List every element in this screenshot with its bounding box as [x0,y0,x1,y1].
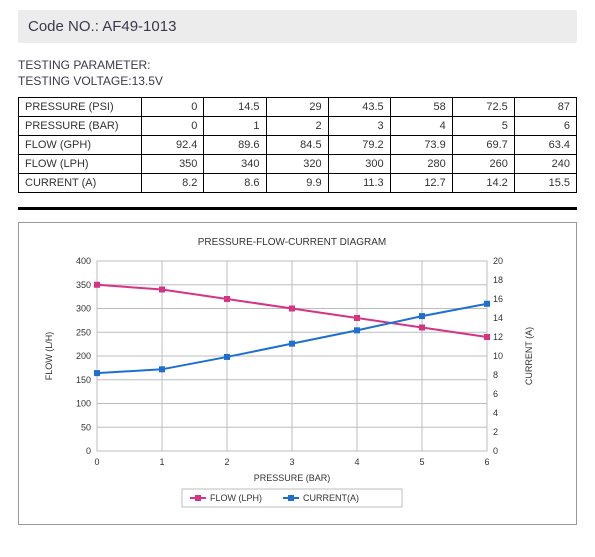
row-label: PRESSURE (BAR) [19,117,142,136]
svg-text:FLOW (LPH): FLOW (LPH) [210,493,262,503]
svg-text:250: 250 [76,328,91,338]
table-cell: 8.2 [142,174,204,193]
params-line-2: TESTING VOLTAGE:13.5V [18,73,577,89]
table-cell: 79.2 [328,136,390,155]
table-cell: 72.5 [452,98,514,117]
table-cell: 4 [390,117,452,136]
data-table: PRESSURE (PSI)014.52943.55872.587PRESSUR… [18,97,577,193]
table-cell: 280 [390,155,452,174]
svg-text:20: 20 [493,256,503,266]
table-cell: 12.7 [390,174,452,193]
table-cell: 350 [142,155,204,174]
table-cell: 0 [142,98,204,117]
table-cell: 8.6 [204,174,266,193]
table-cell: 0 [142,117,204,136]
row-label: PRESSURE (PSI) [19,98,142,117]
table-cell: 29 [266,98,328,117]
table-cell: 92.4 [142,136,204,155]
row-label: FLOW (LPH) [19,155,142,174]
svg-text:18: 18 [493,275,503,285]
svg-text:8: 8 [493,370,498,380]
table-cell: 6 [514,117,576,136]
table-cell: 87 [514,98,576,117]
table-cell: 5 [452,117,514,136]
svg-text:100: 100 [76,399,91,409]
table-cell: 260 [452,155,514,174]
svg-text:200: 200 [76,351,91,361]
table-cell: 58 [390,98,452,117]
table-cell: 3 [328,117,390,136]
svg-text:6: 6 [493,389,498,399]
table-cell: 73.9 [390,136,452,155]
svg-text:14: 14 [493,313,503,323]
svg-text:12: 12 [493,332,503,342]
table-cell: 84.5 [266,136,328,155]
pressure-flow-current-chart: PRESSURE-FLOW-CURRENT DIAGRAM05010015020… [27,231,547,511]
table-row: PRESSURE (PSI)014.52943.55872.587 [19,98,577,117]
table-cell: 340 [204,155,266,174]
table-cell: 300 [328,155,390,174]
svg-text:16: 16 [493,294,503,304]
table-cell: 14.2 [452,174,514,193]
svg-text:2: 2 [224,457,229,467]
svg-text:0: 0 [493,446,498,456]
svg-text:400: 400 [76,256,91,266]
table-cell: 240 [514,155,576,174]
svg-text:0: 0 [86,446,91,456]
svg-text:5: 5 [419,457,424,467]
svg-text:2: 2 [493,427,498,437]
table-cell: 15.5 [514,174,576,193]
chart-holder: PRESSURE-FLOW-CURRENT DIAGRAM05010015020… [27,231,568,516]
table-row: PRESSURE (BAR)0123456 [19,117,577,136]
svg-text:4: 4 [493,408,498,418]
chart-frame: PRESSURE-FLOW-CURRENT DIAGRAM05010015020… [18,222,577,525]
row-label: CURRENT (A) [19,174,142,193]
table-row: CURRENT (A)8.28.69.911.312.714.215.5 [19,174,577,193]
code-header: Code NO.: AF49-1013 [18,10,577,43]
table-cell: 11.3 [328,174,390,193]
svg-text:150: 150 [76,375,91,385]
svg-text:0: 0 [94,457,99,467]
svg-text:1: 1 [159,457,164,467]
table-cell: 89.6 [204,136,266,155]
table-row: FLOW (LPH)350340320300280260240 [19,155,577,174]
svg-text:3: 3 [289,457,294,467]
svg-text:PRESSURE (BAR): PRESSURE (BAR) [254,473,331,483]
svg-text:350: 350 [76,280,91,290]
svg-text:6: 6 [484,457,489,467]
svg-text:50: 50 [81,423,91,433]
svg-text:CURRENT (A): CURRENT (A) [524,327,534,385]
svg-text:CURRENT(A): CURRENT(A) [303,493,359,503]
chart-title: PRESSURE-FLOW-CURRENT DIAGRAM [198,237,387,248]
svg-text:300: 300 [76,304,91,314]
table-cell: 320 [266,155,328,174]
table-cell: 43.5 [328,98,390,117]
testing-parameters: TESTING PARAMETER: TESTING VOLTAGE:13.5V [18,57,577,89]
thick-divider [18,207,577,210]
code-label: Code NO.: AF49-1013 [28,18,176,35]
table-cell: 69.7 [452,136,514,155]
table-row: FLOW (GPH)92.489.684.579.273.969.763.4 [19,136,577,155]
table-cell: 14.5 [204,98,266,117]
table-cell: 63.4 [514,136,576,155]
params-line-1: TESTING PARAMETER: [18,57,577,73]
table-cell: 9.9 [266,174,328,193]
svg-text:4: 4 [354,457,359,467]
table-cell: 2 [266,117,328,136]
table-cell: 1 [204,117,266,136]
svg-text:FLOW (L/H): FLOW (L/H) [44,332,54,381]
row-label: FLOW (GPH) [19,136,142,155]
svg-text:10: 10 [493,351,503,361]
